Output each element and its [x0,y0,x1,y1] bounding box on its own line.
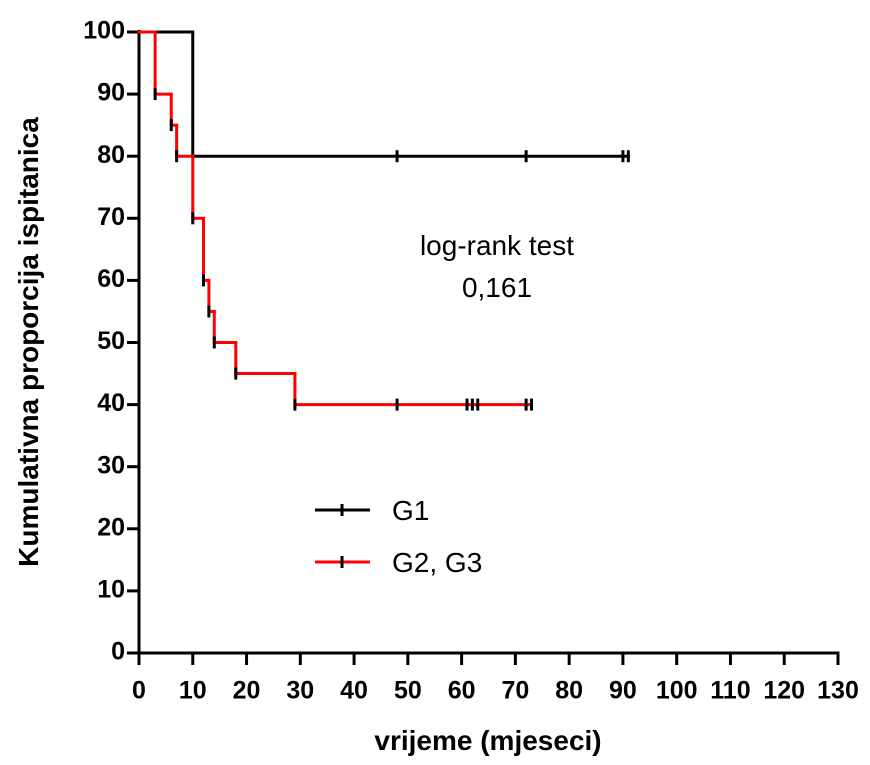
x-tick-label: 50 [394,677,422,705]
x-tick-label: 120 [763,677,805,705]
y-tick-label: 60 [97,265,125,293]
x-axis-title: vrijeme (mjeseci) [374,725,601,756]
y-tick-label: 90 [97,79,125,107]
x-tick-label: 10 [179,677,207,705]
x-tick-label: 110 [710,677,750,705]
y-tick-label: 20 [97,513,125,541]
y-tick-label: 40 [97,389,125,417]
y-tick-label: 0 [111,638,125,666]
x-tick-label: 30 [286,677,314,705]
x-tick-label: 100 [656,677,698,705]
x-tick-label: 60 [448,677,476,705]
y-tick-label: 100 [83,17,125,45]
y-axis-title: Kumulativna proporcija ispitanica [13,117,44,567]
y-tick-label: 30 [97,451,125,479]
x-tick-label: 90 [609,677,637,705]
legend-label: G1 [392,495,429,526]
annotation: 0,161 [462,272,532,303]
x-tick-label: 0 [132,677,146,705]
x-tick-label: 130 [817,677,859,705]
y-tick-label: 70 [97,203,125,231]
y-tick-label: 50 [97,327,125,355]
x-tick-label: 40 [340,677,368,705]
x-tick-label: 70 [501,677,529,705]
x-tick-label: 20 [233,677,261,705]
y-tick-label: 10 [97,576,125,604]
legend-label: G2, G3 [392,547,482,578]
y-tick-label: 80 [97,141,125,169]
annotation: log-rank test [420,230,574,261]
x-tick-label: 80 [555,677,583,705]
